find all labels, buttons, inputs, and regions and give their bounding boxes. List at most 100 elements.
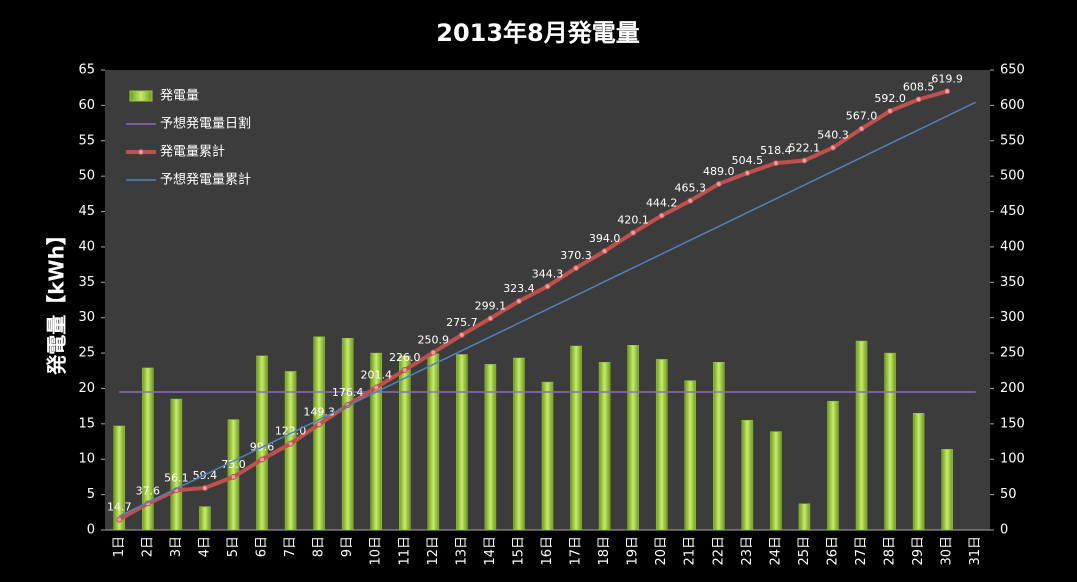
y2-tick-label: 200 <box>1000 381 1025 396</box>
y-tick-label: 5 <box>87 487 95 502</box>
bar <box>170 398 183 531</box>
legend-swatch <box>129 90 153 102</box>
data-label: 250.9 <box>418 333 450 346</box>
marker <box>259 456 266 463</box>
x-tick-label: 6日 <box>255 536 270 557</box>
y2-tick-label: 0 <box>1000 523 1008 538</box>
x-tick-label: 7日 <box>283 536 298 557</box>
marker <box>601 248 608 255</box>
bar <box>199 506 211 531</box>
x-tick-label: 18日 <box>597 536 612 566</box>
y-axis-label: 発電量【kWh】 <box>45 225 69 376</box>
marker <box>715 180 722 187</box>
bar <box>684 380 696 531</box>
bar <box>827 400 839 531</box>
y-tick-label: 20 <box>78 381 95 396</box>
data-label: 540.3 <box>817 129 849 142</box>
bar <box>798 503 811 531</box>
y-tick-label: 25 <box>78 346 95 361</box>
bar <box>142 367 154 531</box>
bar <box>513 357 525 531</box>
bar <box>341 337 354 531</box>
bar <box>370 352 382 531</box>
y2-tick-label: 650 <box>1000 63 1025 78</box>
data-label: 489.0 <box>703 165 735 178</box>
marker <box>430 349 437 356</box>
bar <box>713 362 725 531</box>
bar <box>627 345 639 531</box>
x-tick-label: 13日 <box>454 536 469 566</box>
x-tick-label: 17日 <box>569 536 584 566</box>
x-tick-label: 25日 <box>797 536 812 566</box>
x-tick-label: 23日 <box>740 536 755 566</box>
x-tick-label: 27日 <box>854 536 869 566</box>
x-tick-label: 28日 <box>883 536 898 566</box>
data-label: 444.2 <box>646 197 678 210</box>
data-label: 394.0 <box>589 232 621 245</box>
legend-marker <box>138 149 144 155</box>
bar <box>855 340 868 531</box>
x-tick-label: 4日 <box>197 536 212 557</box>
y2-tick-label: 300 <box>1000 310 1025 325</box>
x-tick-label: 11日 <box>397 536 412 566</box>
y2-tick-label: 50 <box>1000 487 1017 502</box>
bar <box>456 354 468 531</box>
marker <box>630 229 637 236</box>
y-tick-label: 60 <box>78 98 95 113</box>
bar <box>399 355 411 531</box>
data-label: 465.3 <box>674 182 706 195</box>
x-tick-label: 29日 <box>911 536 926 566</box>
data-label: 619.9 <box>931 72 963 85</box>
x-tick-label: 22日 <box>711 536 726 566</box>
bar <box>284 371 297 531</box>
marker <box>687 197 694 204</box>
y2-tick-label: 500 <box>1000 169 1025 184</box>
legend-label: 予想発電量累計 <box>160 172 251 188</box>
marker <box>116 516 123 523</box>
legend-label: 発電量 <box>160 89 199 104</box>
data-label: 37.6 <box>136 484 161 497</box>
y-tick-label: 15 <box>78 416 95 431</box>
x-tick-label: 24日 <box>768 536 783 566</box>
y2-tick-label: 400 <box>1000 239 1025 254</box>
marker <box>401 367 408 374</box>
chart-title: 2013年8月発電量 <box>436 19 640 47</box>
line <box>118 89 948 522</box>
x-tick-label: 21日 <box>683 536 698 566</box>
y-tick-label: 0 <box>87 523 95 538</box>
marker <box>772 160 779 167</box>
y2-tick-label: 100 <box>1000 452 1025 467</box>
x-tick-label: 8日 <box>312 536 327 557</box>
x-tick-label: 12日 <box>426 536 441 566</box>
data-label: 56.1 <box>164 471 189 484</box>
marker <box>373 384 380 391</box>
marker <box>544 283 551 290</box>
marker <box>316 421 323 428</box>
x-tick-label: 9日 <box>340 536 355 557</box>
y-tick-label: 55 <box>78 133 95 148</box>
y2-tick-label: 250 <box>1000 346 1025 361</box>
data-label: 122.0 <box>275 425 307 438</box>
data-label: 567.0 <box>846 110 878 123</box>
y2-tick-label: 450 <box>1000 204 1025 219</box>
x-tick-label: 14日 <box>483 536 498 566</box>
data-label: 522.1 <box>789 142 821 155</box>
y-tick-label: 40 <box>78 239 95 254</box>
x-tick-label: 31日 <box>968 536 983 566</box>
bar <box>313 336 325 531</box>
x-tick-label: 1日 <box>112 536 127 557</box>
legend-label: 発電量累計 <box>160 144 225 160</box>
marker <box>201 484 208 491</box>
data-label: 518.4 <box>760 144 792 157</box>
data-label: 75.0 <box>221 458 246 471</box>
bar <box>427 353 440 531</box>
data-label: 14.7 <box>107 501 132 514</box>
x-tick-label: 26日 <box>825 536 840 566</box>
bar <box>655 359 668 531</box>
y-tick-label: 45 <box>78 204 95 219</box>
data-label: 420.1 <box>617 214 649 227</box>
x-tick-label: 19日 <box>626 536 641 566</box>
bar <box>256 355 268 531</box>
x-tick-label: 20日 <box>654 536 669 566</box>
x-tick-label: 2日 <box>140 536 155 557</box>
